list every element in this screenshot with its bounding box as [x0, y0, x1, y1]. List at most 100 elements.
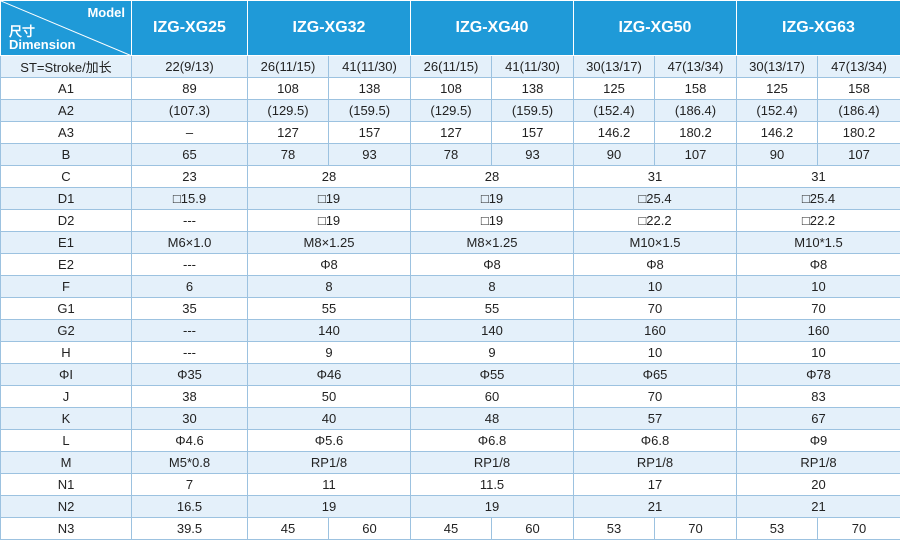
cell: M8×1.25: [410, 231, 574, 254]
cell: □15.9: [131, 187, 248, 210]
cell: RP1/8: [573, 451, 737, 474]
cell: 9: [410, 341, 574, 364]
cell: 107: [654, 143, 737, 166]
cell: 125: [736, 77, 818, 100]
cell: 22(9/13): [131, 55, 248, 78]
cell: 28: [410, 165, 574, 188]
table-row: N1 7 11 11.5 17 20: [0, 473, 900, 496]
cell: 83: [736, 385, 900, 408]
model-header: IZG-XG25: [131, 0, 248, 56]
table-row: E2 --- Φ8 Φ8 Φ8 Φ8: [0, 253, 900, 276]
cell: 180.2: [654, 121, 737, 144]
cell: 138: [328, 77, 411, 100]
row-label: B: [0, 143, 132, 166]
row-label: D1: [0, 187, 132, 210]
cell: 38: [131, 385, 248, 408]
table-row: K 30 40 48 57 67: [0, 407, 900, 430]
cell: 11: [247, 473, 411, 496]
cell: 21: [736, 495, 900, 518]
corner-model: Model: [87, 5, 125, 20]
cell: Φ5.6: [247, 429, 411, 452]
table-row: ΦI Φ35 Φ46 Φ55 Φ65 Φ78: [0, 363, 900, 386]
row-label: M: [0, 451, 132, 474]
cell: 70: [573, 385, 737, 408]
cell: (159.5): [491, 99, 574, 122]
cell: 125: [573, 77, 655, 100]
row-label: E1: [0, 231, 132, 254]
cell: 45: [247, 517, 329, 540]
table-row: G2 --- 140 140 160 160: [0, 319, 900, 342]
table-row: H --- 9 9 10 10: [0, 341, 900, 364]
row-label: C: [0, 165, 132, 188]
cell: 50: [247, 385, 411, 408]
cell: M10×1.5: [573, 231, 737, 254]
cell: □19: [410, 209, 574, 232]
corner-cell: Model 尺寸 Dimension: [0, 0, 132, 56]
cell: 10: [736, 341, 900, 364]
cell: 48: [410, 407, 574, 430]
cell: 180.2: [817, 121, 900, 144]
cell: 19: [410, 495, 574, 518]
model-header: IZG-XG40: [410, 0, 574, 56]
cell: 107: [817, 143, 900, 166]
cell: 160: [573, 319, 737, 342]
row-label: L: [0, 429, 132, 452]
row-label: ST=Stroke/加长: [0, 55, 132, 78]
cell: 26(11/15): [410, 55, 492, 78]
cell: ---: [131, 341, 248, 364]
diagonal: [1, 1, 130, 55]
cell: □25.4: [573, 187, 737, 210]
cell: □25.4: [736, 187, 900, 210]
cell: 53: [736, 517, 818, 540]
cell: 8: [247, 275, 411, 298]
cell: 8: [410, 275, 574, 298]
row-label: N2: [0, 495, 132, 518]
cell: 53: [573, 517, 655, 540]
cell: 10: [573, 341, 737, 364]
cell: 140: [410, 319, 574, 342]
cell: 158: [817, 77, 900, 100]
cell: 47(13/34): [817, 55, 900, 78]
cell: □19: [247, 187, 411, 210]
row-label: N3: [0, 517, 132, 540]
cell: 10: [736, 275, 900, 298]
table-row: D1 □15.9 □19 □19 □25.4 □25.4: [0, 187, 900, 210]
table-row: M M5*0.8 RP1/8 RP1/8 RP1/8 RP1/8: [0, 451, 900, 474]
cell: 57: [573, 407, 737, 430]
cell: 30(13/17): [736, 55, 818, 78]
cell: 108: [410, 77, 492, 100]
row-label: A3: [0, 121, 132, 144]
row-label: ΦI: [0, 363, 132, 386]
cell: Φ9: [736, 429, 900, 452]
cell: 70: [654, 517, 737, 540]
table-row: A2 (107.3) (129.5) (159.5) (129.5) (159.5) (15…: [0, 99, 900, 122]
cell: 70: [573, 297, 737, 320]
cell: Φ78: [736, 363, 900, 386]
table-row: N3 39.5 45 60 45 60 53 70 53 70: [0, 517, 900, 540]
cell: 67: [736, 407, 900, 430]
table-row: A3–127 157 127 157 146.2 180.2 146.2 180.2: [0, 121, 900, 144]
cell: (107.3): [131, 99, 248, 122]
cell: (152.4): [573, 99, 655, 122]
cell: 55: [410, 297, 574, 320]
cell: RP1/8: [247, 451, 411, 474]
cell: 70: [817, 517, 900, 540]
cell: 31: [573, 165, 737, 188]
cell: 90: [736, 143, 818, 166]
model-header: IZG-XG32: [247, 0, 411, 56]
cell: 140: [247, 319, 411, 342]
cell: Φ65: [573, 363, 737, 386]
cell: 31: [736, 165, 900, 188]
corner-dimension: Dimension: [9, 37, 76, 52]
cell: 10: [573, 275, 737, 298]
cell: □19: [247, 209, 411, 232]
row-label: K: [0, 407, 132, 430]
cell: 17: [573, 473, 737, 496]
cell: Φ35: [131, 363, 248, 386]
cell: 89: [131, 77, 248, 100]
cell: (186.4): [817, 99, 900, 122]
row-label: A2: [0, 99, 132, 122]
cell: 39.5: [131, 517, 248, 540]
cell: 78: [410, 143, 492, 166]
cell: ---: [131, 319, 248, 342]
